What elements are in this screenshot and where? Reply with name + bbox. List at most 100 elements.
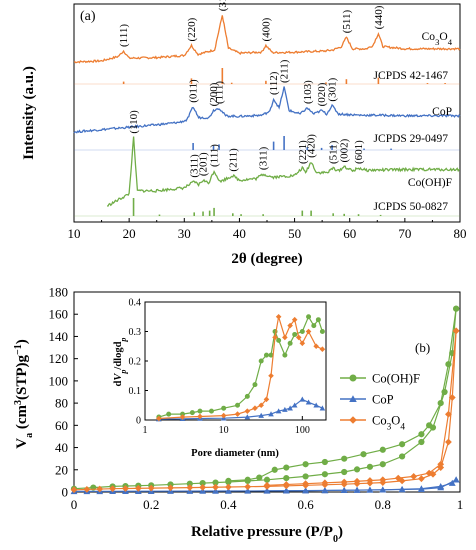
isotherm-point — [244, 487, 252, 494]
isotherm-point — [341, 455, 348, 462]
panel-b-xtick-label: 0 — [71, 497, 78, 512]
isotherm-point — [167, 484, 174, 492]
panel-a-xtick-label: 70 — [398, 226, 411, 241]
isotherm-point — [394, 474, 402, 482]
peak-label: (111) — [118, 24, 130, 47]
isotherm-point — [299, 396, 306, 402]
phase-name: Co(OH)F — [408, 177, 452, 189]
isotherm-point — [235, 402, 241, 408]
peak-label: (211) — [227, 148, 239, 172]
panel-b-label: (b) — [415, 340, 430, 355]
phase-name: CoP — [432, 106, 452, 118]
peak-label: (110) — [128, 110, 140, 134]
isotherm-point — [70, 486, 78, 494]
peak-label: (201) — [198, 152, 210, 176]
isotherm-point — [282, 352, 288, 358]
isotherm-point — [302, 461, 309, 468]
isotherm-point — [418, 438, 425, 446]
panel-a-xtick-label: 60 — [343, 226, 356, 241]
panel-b-ytick-label: 60 — [55, 418, 68, 433]
isotherm-point — [272, 334, 278, 341]
isotherm-point — [208, 408, 214, 414]
isotherm-point — [283, 464, 290, 471]
peak-label: (601) — [353, 140, 365, 164]
isotherm-point — [313, 402, 319, 408]
isotherm-point — [275, 313, 282, 320]
isotherm-point — [366, 477, 374, 484]
isotherm-point — [319, 405, 326, 411]
isotherm-point — [418, 475, 425, 483]
isotherm-point — [379, 461, 386, 468]
isotherm-point — [305, 328, 312, 335]
isotherm-point — [399, 453, 406, 460]
xrd-pattern-line — [73, 15, 461, 64]
isotherm-point — [244, 476, 251, 483]
isotherm-point — [321, 458, 328, 466]
isotherm-point — [445, 410, 452, 418]
isotherm-point — [353, 477, 361, 485]
isotherm-point — [287, 322, 293, 329]
isotherm-point — [258, 402, 264, 409]
inset-frame — [144, 301, 327, 421]
isotherm-point — [282, 481, 290, 488]
inset-ytick-label: 0.3 — [129, 327, 142, 338]
isotherm-point — [437, 460, 445, 468]
peak-label: (011) — [188, 79, 200, 103]
isotherm-point — [282, 487, 290, 494]
isotherm-point — [452, 476, 460, 483]
peak-label: (301) — [327, 77, 339, 101]
isotherm-point — [353, 486, 361, 493]
inset-xtick-label: 1 — [143, 425, 148, 436]
isotherm-point — [319, 329, 325, 334]
peak-label: (311) — [258, 146, 270, 170]
isotherm-point — [399, 441, 406, 448]
isotherm-point — [244, 483, 252, 491]
panel-b-ytick-label: 80 — [55, 396, 68, 411]
isotherm-point — [263, 352, 269, 358]
isotherm-point — [315, 317, 321, 323]
xrd-pattern-line — [107, 136, 460, 207]
isotherm-point — [299, 329, 305, 334]
isotherm-point — [156, 415, 162, 422]
isotherm-point — [321, 486, 329, 494]
xrd-series-2: (110)(311)(201) (111) (211) (311) (221)(420)… — [74, 110, 460, 217]
isotherm-point — [321, 479, 329, 487]
phase-name: Co3O4 — [422, 31, 453, 47]
isotherm-point — [398, 486, 406, 493]
peak-label: (311) — [217, 0, 229, 11]
isotherm-point — [234, 411, 241, 417]
isotherm-point — [426, 422, 433, 429]
isotherm-point — [341, 468, 348, 476]
isotherm-point — [221, 405, 227, 411]
isotherm-point — [349, 416, 357, 424]
panel-a-xtick-label: 10 — [68, 226, 81, 241]
xrd-series-1: (011) (200)(111) (112)(211) (103) (020)(301)… — [73, 59, 461, 151]
isotherm-point — [429, 470, 437, 478]
xrd-series-0: (111) (220) (311) (400) (511) (440) Co3O4 JCPDS… — [73, 0, 461, 85]
isotherm-point — [445, 361, 452, 368]
desorption-branch — [228, 308, 457, 482]
isotherm-point — [448, 479, 456, 486]
legend-entry: CoP — [372, 393, 394, 407]
peak-label: (111) — [214, 81, 226, 104]
isotherm-point — [276, 337, 282, 343]
isotherm-point — [437, 400, 444, 407]
peak-label: (103) — [302, 80, 314, 104]
isotherm-point — [349, 395, 357, 403]
isotherm-point — [366, 486, 374, 493]
isotherm-point — [291, 316, 298, 323]
panel-b-ytick-label: 40 — [55, 440, 68, 455]
panel-b-ytick-label: 140 — [49, 329, 69, 344]
isotherm-point — [268, 411, 274, 417]
isotherm-point — [252, 405, 258, 411]
isotherm-point — [313, 343, 319, 350]
isotherm-point — [453, 305, 460, 312]
peak-label: (440) — [373, 5, 385, 29]
isotherm-point — [275, 408, 282, 414]
isotherm-point — [225, 483, 232, 491]
isotherm-point — [437, 484, 445, 491]
isotherm-point — [302, 487, 309, 494]
isotherm-point — [349, 374, 357, 382]
reference-card-label: JCPDS 50-0827 — [374, 201, 449, 213]
